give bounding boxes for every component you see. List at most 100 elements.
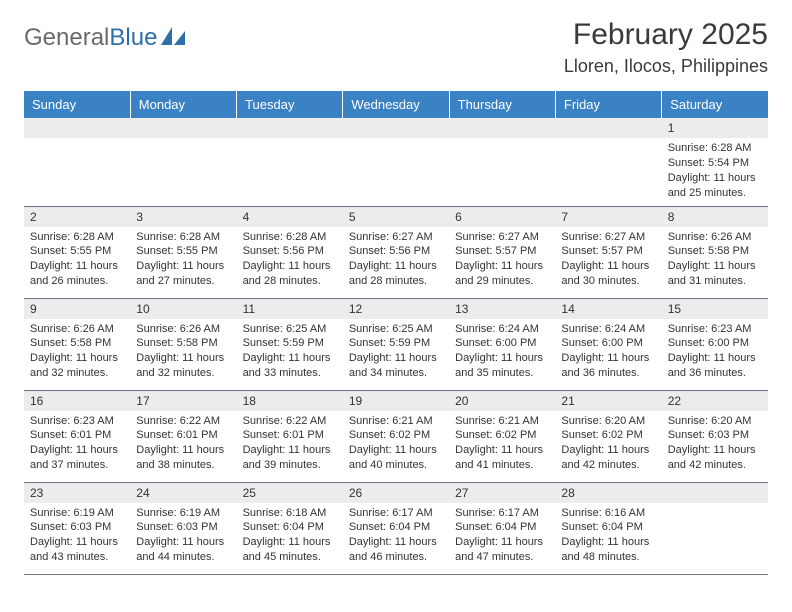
calendar-day-cell: 18Sunrise: 6:22 AMSunset: 6:01 PMDayligh… bbox=[237, 390, 343, 482]
calendar-day-cell: 20Sunrise: 6:21 AMSunset: 6:02 PMDayligh… bbox=[449, 390, 555, 482]
calendar-day-cell: 14Sunrise: 6:24 AMSunset: 6:00 PMDayligh… bbox=[555, 298, 661, 390]
calendar-day-cell: 5Sunrise: 6:27 AMSunset: 5:56 PMDaylight… bbox=[343, 206, 449, 298]
weekday-header: Sunday bbox=[24, 91, 130, 118]
calendar-day-cell: 16Sunrise: 6:23 AMSunset: 6:01 PMDayligh… bbox=[24, 390, 130, 482]
day-details: Sunrise: 6:26 AMSunset: 5:58 PMDaylight:… bbox=[130, 319, 236, 385]
calendar-day-cell: 4Sunrise: 6:28 AMSunset: 5:56 PMDaylight… bbox=[237, 206, 343, 298]
day-number: 26 bbox=[343, 483, 449, 503]
calendar-day-cell bbox=[449, 118, 555, 206]
day-number bbox=[662, 483, 768, 503]
calendar-day-cell: 21Sunrise: 6:20 AMSunset: 6:02 PMDayligh… bbox=[555, 390, 661, 482]
calendar-day-cell: 10Sunrise: 6:26 AMSunset: 5:58 PMDayligh… bbox=[130, 298, 236, 390]
day-number: 1 bbox=[662, 118, 768, 138]
day-details: Sunrise: 6:23 AMSunset: 6:00 PMDaylight:… bbox=[662, 319, 768, 385]
weekday-header: Saturday bbox=[662, 91, 768, 118]
logo: GeneralBlue bbox=[24, 18, 187, 52]
day-details: Sunrise: 6:17 AMSunset: 6:04 PMDaylight:… bbox=[343, 503, 449, 569]
day-number: 12 bbox=[343, 299, 449, 319]
weekday-header: Friday bbox=[555, 91, 661, 118]
day-details: Sunrise: 6:20 AMSunset: 6:03 PMDaylight:… bbox=[662, 411, 768, 477]
day-details: Sunrise: 6:27 AMSunset: 5:56 PMDaylight:… bbox=[343, 227, 449, 293]
calendar-day-cell: 25Sunrise: 6:18 AMSunset: 6:04 PMDayligh… bbox=[237, 482, 343, 574]
weekday-header: Tuesday bbox=[237, 91, 343, 118]
day-details: Sunrise: 6:24 AMSunset: 6:00 PMDaylight:… bbox=[555, 319, 661, 385]
day-details: Sunrise: 6:26 AMSunset: 5:58 PMDaylight:… bbox=[662, 227, 768, 293]
day-details: Sunrise: 6:17 AMSunset: 6:04 PMDaylight:… bbox=[449, 503, 555, 569]
day-number: 24 bbox=[130, 483, 236, 503]
calendar-week-row: 16Sunrise: 6:23 AMSunset: 6:01 PMDayligh… bbox=[24, 390, 768, 482]
calendar-week-row: 1Sunrise: 6:28 AMSunset: 5:54 PMDaylight… bbox=[24, 118, 768, 206]
day-number: 11 bbox=[237, 299, 343, 319]
day-details: Sunrise: 6:28 AMSunset: 5:56 PMDaylight:… bbox=[237, 227, 343, 293]
calendar-day-cell: 28Sunrise: 6:16 AMSunset: 6:04 PMDayligh… bbox=[555, 482, 661, 574]
calendar-day-cell bbox=[130, 118, 236, 206]
calendar-day-cell bbox=[24, 118, 130, 206]
month-title: February 2025 bbox=[564, 18, 768, 52]
calendar-day-cell: 11Sunrise: 6:25 AMSunset: 5:59 PMDayligh… bbox=[237, 298, 343, 390]
weekday-header: Monday bbox=[130, 91, 236, 118]
day-details: Sunrise: 6:28 AMSunset: 5:55 PMDaylight:… bbox=[130, 227, 236, 293]
calendar-week-row: 23Sunrise: 6:19 AMSunset: 6:03 PMDayligh… bbox=[24, 482, 768, 574]
day-number bbox=[24, 118, 130, 138]
calendar-day-cell: 12Sunrise: 6:25 AMSunset: 5:59 PMDayligh… bbox=[343, 298, 449, 390]
day-details: Sunrise: 6:19 AMSunset: 6:03 PMDaylight:… bbox=[130, 503, 236, 569]
day-details: Sunrise: 6:22 AMSunset: 6:01 PMDaylight:… bbox=[237, 411, 343, 477]
calendar-day-cell: 19Sunrise: 6:21 AMSunset: 6:02 PMDayligh… bbox=[343, 390, 449, 482]
calendar-day-cell: 8Sunrise: 6:26 AMSunset: 5:58 PMDaylight… bbox=[662, 206, 768, 298]
day-details: Sunrise: 6:27 AMSunset: 5:57 PMDaylight:… bbox=[555, 227, 661, 293]
logo-text: GeneralBlue bbox=[24, 24, 157, 52]
calendar-week-row: 9Sunrise: 6:26 AMSunset: 5:58 PMDaylight… bbox=[24, 298, 768, 390]
calendar-head: SundayMondayTuesdayWednesdayThursdayFrid… bbox=[24, 91, 768, 118]
calendar-body: 1Sunrise: 6:28 AMSunset: 5:54 PMDaylight… bbox=[24, 118, 768, 574]
calendar-day-cell: 27Sunrise: 6:17 AMSunset: 6:04 PMDayligh… bbox=[449, 482, 555, 574]
day-details: Sunrise: 6:19 AMSunset: 6:03 PMDaylight:… bbox=[24, 503, 130, 569]
calendar-day-cell: 22Sunrise: 6:20 AMSunset: 6:03 PMDayligh… bbox=[662, 390, 768, 482]
logo-text-gray: General bbox=[24, 24, 109, 51]
day-details: Sunrise: 6:25 AMSunset: 5:59 PMDaylight:… bbox=[237, 319, 343, 385]
day-number bbox=[555, 118, 661, 138]
calendar-day-cell: 23Sunrise: 6:19 AMSunset: 6:03 PMDayligh… bbox=[24, 482, 130, 574]
day-details: Sunrise: 6:24 AMSunset: 6:00 PMDaylight:… bbox=[449, 319, 555, 385]
day-number: 18 bbox=[237, 391, 343, 411]
day-details: Sunrise: 6:23 AMSunset: 6:01 PMDaylight:… bbox=[24, 411, 130, 477]
calendar-day-cell: 26Sunrise: 6:17 AMSunset: 6:04 PMDayligh… bbox=[343, 482, 449, 574]
day-number: 6 bbox=[449, 207, 555, 227]
day-number: 3 bbox=[130, 207, 236, 227]
calendar-day-cell: 1Sunrise: 6:28 AMSunset: 5:54 PMDaylight… bbox=[662, 118, 768, 206]
logo-sail-icon bbox=[161, 25, 187, 52]
day-number: 10 bbox=[130, 299, 236, 319]
calendar-day-cell bbox=[555, 118, 661, 206]
day-number: 4 bbox=[237, 207, 343, 227]
day-number: 17 bbox=[130, 391, 236, 411]
location-subtitle: Lloren, Ilocos, Philippines bbox=[564, 56, 768, 77]
calendar-day-cell bbox=[662, 482, 768, 574]
calendar-day-cell: 17Sunrise: 6:22 AMSunset: 6:01 PMDayligh… bbox=[130, 390, 236, 482]
day-details: Sunrise: 6:28 AMSunset: 5:54 PMDaylight:… bbox=[662, 138, 768, 204]
day-number bbox=[237, 118, 343, 138]
calendar-day-cell: 6Sunrise: 6:27 AMSunset: 5:57 PMDaylight… bbox=[449, 206, 555, 298]
day-details: Sunrise: 6:22 AMSunset: 6:01 PMDaylight:… bbox=[130, 411, 236, 477]
calendar-week-row: 2Sunrise: 6:28 AMSunset: 5:55 PMDaylight… bbox=[24, 206, 768, 298]
calendar-table: SundayMondayTuesdayWednesdayThursdayFrid… bbox=[24, 91, 768, 575]
day-number: 2 bbox=[24, 207, 130, 227]
day-number: 15 bbox=[662, 299, 768, 319]
day-details: Sunrise: 6:20 AMSunset: 6:02 PMDaylight:… bbox=[555, 411, 661, 477]
day-number: 14 bbox=[555, 299, 661, 319]
weekday-row: SundayMondayTuesdayWednesdayThursdayFrid… bbox=[24, 91, 768, 118]
calendar-page: GeneralBlue February 2025 Lloren, Ilocos… bbox=[0, 0, 792, 612]
weekday-header: Thursday bbox=[449, 91, 555, 118]
day-details: Sunrise: 6:25 AMSunset: 5:59 PMDaylight:… bbox=[343, 319, 449, 385]
day-number: 28 bbox=[555, 483, 661, 503]
calendar-day-cell bbox=[343, 118, 449, 206]
day-details: Sunrise: 6:26 AMSunset: 5:58 PMDaylight:… bbox=[24, 319, 130, 385]
day-number bbox=[343, 118, 449, 138]
day-number: 8 bbox=[662, 207, 768, 227]
day-number: 9 bbox=[24, 299, 130, 319]
day-details: Sunrise: 6:16 AMSunset: 6:04 PMDaylight:… bbox=[555, 503, 661, 569]
calendar-day-cell: 13Sunrise: 6:24 AMSunset: 6:00 PMDayligh… bbox=[449, 298, 555, 390]
day-details: Sunrise: 6:27 AMSunset: 5:57 PMDaylight:… bbox=[449, 227, 555, 293]
day-details: Sunrise: 6:18 AMSunset: 6:04 PMDaylight:… bbox=[237, 503, 343, 569]
day-number bbox=[130, 118, 236, 138]
day-number bbox=[449, 118, 555, 138]
calendar-day-cell: 9Sunrise: 6:26 AMSunset: 5:58 PMDaylight… bbox=[24, 298, 130, 390]
